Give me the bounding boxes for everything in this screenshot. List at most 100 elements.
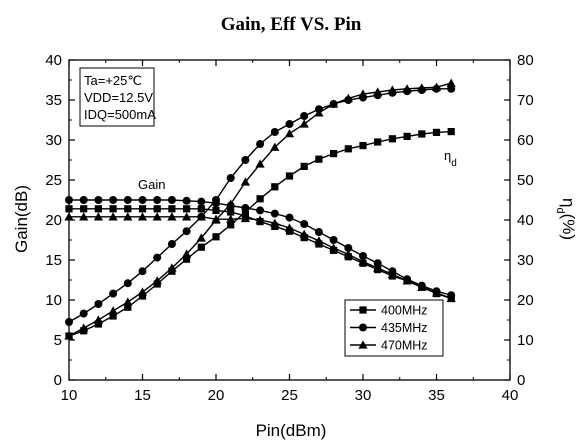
x-tick-label: 30	[355, 387, 372, 404]
gain-point	[431, 288, 442, 297]
gain-point	[80, 205, 88, 213]
gain-point	[153, 205, 161, 213]
gain-point	[109, 205, 117, 213]
gain-point	[182, 196, 191, 205]
efficiency-point	[285, 120, 294, 128]
gain-point	[94, 205, 102, 213]
gain-point	[137, 212, 148, 221]
gain-point	[124, 205, 132, 213]
gain-point	[138, 205, 147, 213]
efficiency-point	[109, 312, 117, 320]
efficiency-point	[256, 140, 265, 148]
gain-point	[284, 223, 295, 232]
efficiency-point	[167, 263, 177, 272]
gain-point	[373, 259, 382, 268]
y-tick-label: 40	[45, 52, 62, 69]
efficiency-point	[137, 287, 148, 296]
condition-temperature: Ta=+25℃	[84, 73, 142, 88]
efficiency-annotation-eta: η	[444, 148, 451, 163]
gain-point	[240, 213, 250, 223]
gain-point	[123, 196, 132, 204]
gain-point	[196, 212, 206, 221]
gain-point	[373, 263, 383, 272]
gain-point	[94, 196, 103, 204]
gain-point	[227, 208, 235, 216]
y-tick-label: 15	[45, 252, 62, 269]
y2-tick-label: 0	[517, 372, 525, 389]
efficiency-point	[240, 177, 250, 186]
efficiency-point	[329, 99, 339, 108]
efficiency-point	[315, 155, 323, 163]
gain-point	[255, 215, 265, 224]
efficiency-point	[109, 289, 118, 298]
efficiency-point	[344, 145, 352, 153]
efficiency-point	[211, 215, 221, 224]
efficiency-point	[123, 297, 133, 306]
gain-point	[344, 244, 353, 252]
efficiency-point	[314, 108, 324, 117]
legend-marker	[359, 306, 367, 314]
efficiency-annotation-sub: d	[451, 158, 457, 169]
efficiency-point	[256, 195, 264, 203]
efficiency-point	[271, 183, 279, 191]
efficiency-point	[402, 84, 412, 93]
y-tick-label: 35	[45, 92, 62, 109]
efficiency-point	[255, 159, 265, 168]
legend-item: 400MHz	[350, 304, 428, 318]
chart-title: Gain, Eff VS. Pin	[221, 14, 362, 35]
x-tick-label: 15	[134, 387, 151, 404]
efficiency-point	[285, 172, 294, 180]
legend-label: 435MHz	[381, 321, 428, 335]
legend-item: 470MHz	[350, 339, 428, 353]
efficiency-point	[182, 249, 192, 258]
gain-point	[109, 196, 118, 204]
efficiency-point	[108, 306, 118, 315]
efficiency-point	[432, 128, 441, 136]
y2-tick-label: 30	[517, 252, 534, 269]
efficiency-point	[418, 130, 426, 138]
x-tick-label: 20	[208, 387, 225, 404]
efficiency-point	[300, 112, 309, 120]
efficiency-point	[284, 129, 295, 138]
gain-point	[329, 236, 338, 244]
y2-axis-label-eta: η	[559, 198, 578, 207]
y2-axis-label-unit: (%)	[559, 214, 578, 240]
efficiency-point	[94, 320, 102, 328]
legend-label: 400MHz	[381, 304, 428, 318]
gain-point	[167, 196, 176, 204]
series-470MHz	[64, 78, 456, 340]
gain-point	[79, 196, 88, 204]
x-tick-label: 25	[281, 387, 298, 404]
condition-idq: IDQ=500mA	[84, 107, 156, 122]
gain-point	[212, 206, 220, 214]
gain-point	[108, 212, 118, 221]
efficiency-point	[212, 233, 220, 241]
efficiency-point	[226, 174, 235, 182]
y-axis-label: Gain(dB)	[12, 185, 31, 253]
efficiency-point	[403, 132, 411, 140]
efficiency-point	[227, 221, 235, 229]
gain-point	[153, 196, 162, 204]
efficiency-point	[153, 253, 162, 262]
efficiency-point	[300, 162, 308, 170]
y-tick-label: 20	[45, 212, 62, 229]
efficiency-point	[417, 83, 427, 92]
gain-point	[417, 282, 427, 291]
gain-point	[329, 243, 339, 252]
y2-tick-label: 50	[517, 172, 534, 189]
y-tick-label: 0	[54, 372, 62, 389]
y-tick-label: 10	[45, 292, 62, 309]
y-tick-label: 30	[45, 132, 62, 149]
gain-point	[300, 220, 309, 228]
efficiency-point	[241, 156, 250, 164]
gain-point	[387, 269, 397, 279]
gain-point	[402, 276, 412, 285]
efficiency-point	[94, 300, 103, 308]
gain-point	[256, 206, 265, 215]
gain-point	[197, 197, 206, 206]
efficiency-annotation: ηd	[444, 148, 457, 169]
efficiency-point	[387, 85, 397, 94]
x-tick-label: 10	[61, 387, 78, 404]
gain-point	[270, 209, 279, 218]
